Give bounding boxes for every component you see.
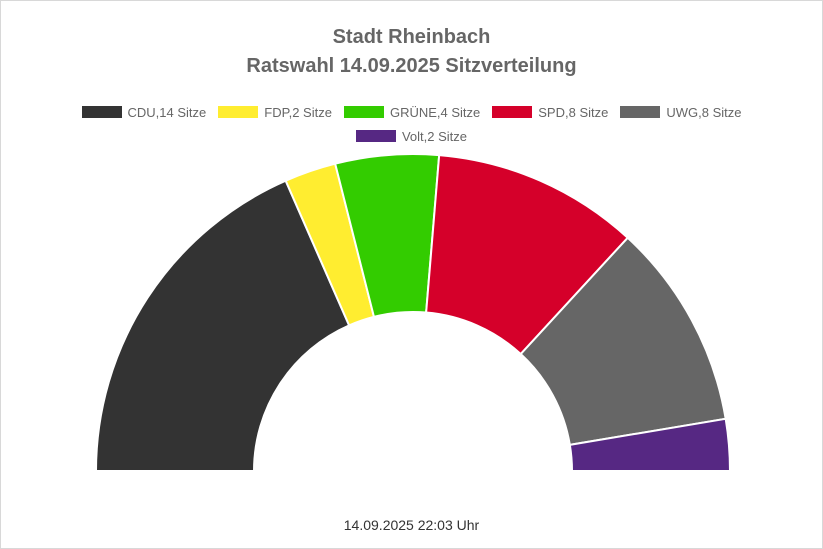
legend-label: CDU,14 Sitze [127,105,207,120]
legend-label: FDP,2 Sitze [264,105,332,120]
legend-item-volt[interactable]: Volt,2 Sitze [355,125,468,149]
timestamp: 14.09.2025 22:03 Uhr [343,517,480,533]
legend-item-fdp[interactable]: FDP,2 Sitze [218,101,332,125]
legend-item-cdu[interactable]: CDU,14 Sitze [81,101,207,125]
legend-swatch [218,106,259,118]
legend-swatch [355,130,396,142]
slice-cdu[interactable] [94,179,351,472]
legend-item-uwg[interactable]: UWG,8 Sitze [620,101,741,125]
legend-label: GRÜNE,4 Sitze [389,105,481,120]
legend-item-spd[interactable]: SPD,8 Sitze [492,101,608,125]
legend-swatch [492,106,533,118]
legend-swatch [343,106,384,118]
chart-title: Stadt Rheinbach [332,26,491,48]
legend-label: SPD,8 Sitze [538,105,609,120]
chart-subtitle: Ratswahl 14.09.2025 Sitzverteilung [246,55,577,77]
legend-label: UWG,8 Sitze [666,105,742,120]
legend: CDU,14 Sitze FDP,2 Sitze GRÜNE,4 Sitze SPD,… [0,101,823,149]
slice-volt[interactable] [568,417,732,472]
legend-label: Volt,2 Sitze [401,129,468,144]
legend-swatch [81,106,122,118]
legend-swatch [620,106,661,118]
legend-item-grüne[interactable]: GRÜNE,4 Sitze [343,101,481,125]
